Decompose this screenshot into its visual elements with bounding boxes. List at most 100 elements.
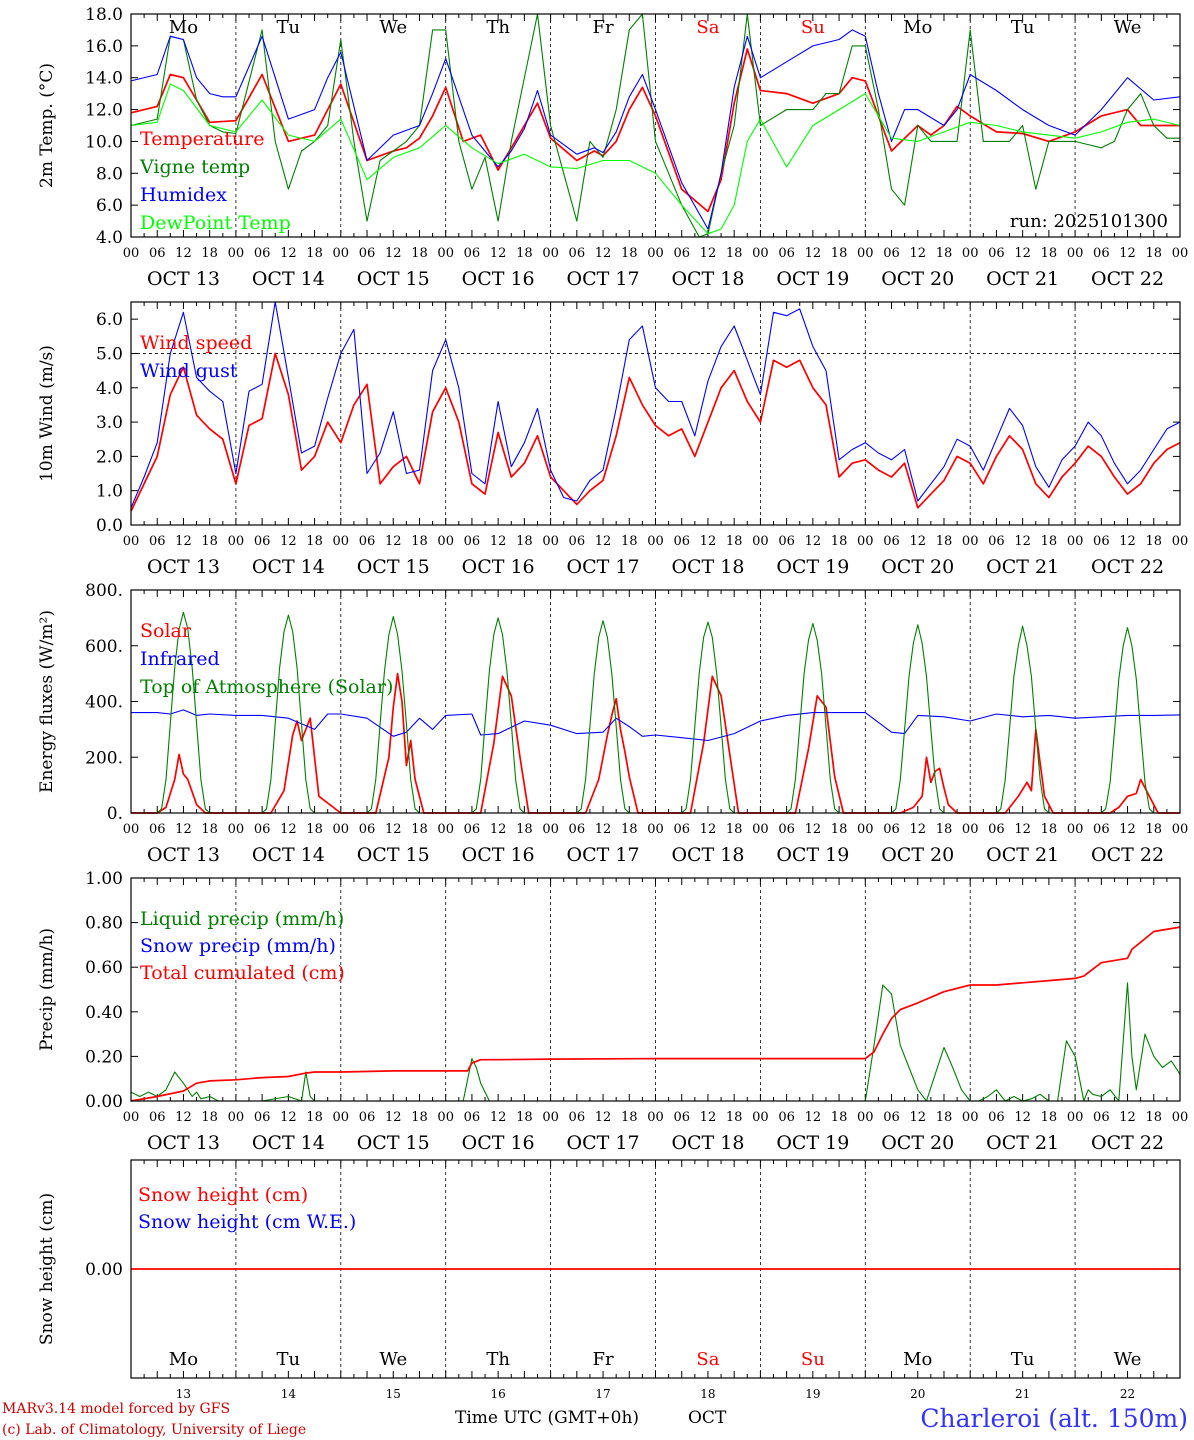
hour-label: 00 — [752, 1110, 769, 1125]
hour-label: 00 — [647, 1110, 664, 1125]
hour-label: 18 — [726, 246, 743, 261]
y-tick-label: 10.0 — [85, 132, 123, 152]
date-label: OCT 19 — [776, 844, 849, 866]
hour-label: 18 — [411, 1110, 428, 1125]
panel-precip: 0.00 0.20 0.40 0.60 0.80 1.00 Precip (mm/h) 00 0… — [37, 869, 1188, 1154]
hour-label: 00 — [752, 534, 769, 549]
hour-label: 18 — [1146, 246, 1163, 261]
hour-label: 18 — [201, 246, 218, 261]
hour-label: 00 — [962, 534, 979, 549]
day-number-label: 15 — [386, 1387, 401, 1401]
hour-label: 06 — [988, 1110, 1005, 1125]
hour-label: 12 — [595, 822, 612, 837]
date-label: OCT 21 — [986, 1132, 1059, 1154]
date-label: OCT 13 — [147, 268, 220, 290]
hour-label: 12 — [490, 534, 507, 549]
hour-label: 12 — [595, 1110, 612, 1125]
hour-label: 18 — [936, 1110, 953, 1125]
hour-label: 00 — [542, 1110, 559, 1125]
hour-label: 00 — [228, 246, 245, 261]
hour-label: 06 — [778, 822, 795, 837]
series-line — [130, 83, 1181, 235]
date-label: OCT 21 — [986, 844, 1059, 866]
weekday-label: Fr — [593, 17, 614, 38]
weekday-label: Sa — [696, 1349, 719, 1370]
y-tick-label: 4.0 — [96, 379, 123, 399]
hour-label: 18 — [1041, 534, 1058, 549]
y-tick-label: 2.0 — [96, 447, 123, 467]
hour-label: 06 — [254, 534, 271, 549]
hour-label: 06 — [673, 1110, 690, 1125]
hour-label: 12 — [1014, 534, 1031, 549]
weekday-label: Mo — [903, 1349, 932, 1370]
date-label: OCT 16 — [462, 1132, 535, 1154]
weekday-label: Th — [486, 17, 510, 38]
y-tick-label: 12.0 — [85, 101, 123, 121]
hour-label: 12 — [805, 534, 822, 549]
hour-label: 12 — [385, 246, 402, 261]
series-line — [130, 352, 1181, 512]
hour-label: 18 — [201, 534, 218, 549]
hour-label: 18 — [936, 534, 953, 549]
hour-label: 12 — [385, 822, 402, 837]
hour-label: 12 — [805, 1110, 822, 1125]
legend-entry: Wind gust — [140, 360, 238, 382]
legend-entry: Vigne temp — [139, 156, 250, 178]
legend-entry: Infrared — [140, 648, 220, 670]
weekday-label: Mo — [903, 17, 932, 38]
hour-label: 00 — [647, 822, 664, 837]
date-label: OCT 17 — [567, 268, 640, 290]
date-label: OCT 21 — [986, 556, 1059, 578]
hour-label: 06 — [569, 246, 586, 261]
hour-label: 12 — [1119, 1110, 1136, 1125]
hour-label: 18 — [621, 246, 638, 261]
date-label: OCT 18 — [671, 844, 744, 866]
hour-label: 18 — [1041, 822, 1058, 837]
hour-label: 00 — [1067, 246, 1084, 261]
hour-label: 00 — [1172, 246, 1189, 261]
weekday-label: We — [1114, 17, 1142, 38]
hour-label: 06 — [149, 822, 166, 837]
hour-label: 00 — [647, 534, 664, 549]
day-number-label: 20 — [910, 1387, 925, 1401]
y-tick-label: 0.20 — [85, 1047, 123, 1067]
hour-label: 12 — [175, 822, 192, 837]
date-label: OCT 18 — [671, 556, 744, 578]
hour-label: 06 — [883, 1110, 900, 1125]
hour-label: 12 — [1014, 822, 1031, 837]
date-label: OCT 16 — [462, 844, 535, 866]
legend-entry: Snow precip (mm/h) — [140, 935, 336, 957]
date-label: OCT 14 — [252, 268, 325, 290]
y-tick-label: 800. — [85, 581, 123, 601]
chart-panels: 4.0 6.0 8.0 10.0 12.0 14.0 16.0 18.0 2m Temp. (°… — [37, 5, 1188, 1401]
hour-label: 12 — [385, 1110, 402, 1125]
y-tick-label: 18.0 — [85, 5, 123, 25]
y-tick-label: 0.00 — [85, 1092, 123, 1112]
legend-entry: Temperature — [140, 128, 264, 150]
hour-label: 06 — [569, 822, 586, 837]
weekday-label: Fr — [593, 1349, 614, 1370]
y-tick-label: 16.0 — [85, 37, 123, 57]
hour-label: 00 — [228, 1110, 245, 1125]
hour-label: 12 — [805, 246, 822, 261]
hour-label: 00 — [542, 534, 559, 549]
hour-label: 18 — [1041, 1110, 1058, 1125]
hour-label: 00 — [962, 246, 979, 261]
date-label: OCT 13 — [147, 556, 220, 578]
hour-label: 00 — [857, 246, 874, 261]
hour-label: 06 — [464, 534, 481, 549]
y-tick-label: 0. — [107, 804, 123, 824]
hour-label: 06 — [778, 534, 795, 549]
date-label: OCT 15 — [357, 268, 430, 290]
y-tick-label: 600. — [85, 637, 123, 657]
hour-label: 18 — [726, 1110, 743, 1125]
hour-label: 18 — [936, 246, 953, 261]
hour-label: 00 — [123, 822, 140, 837]
y-axis-label: 2m Temp. (°C) — [37, 63, 57, 188]
hour-label: 12 — [280, 246, 297, 261]
weekday-label: Tu — [1011, 1349, 1035, 1370]
y-tick-label: 14.0 — [85, 69, 123, 89]
date-label: OCT 13 — [147, 1132, 220, 1154]
hour-label: 06 — [359, 246, 376, 261]
